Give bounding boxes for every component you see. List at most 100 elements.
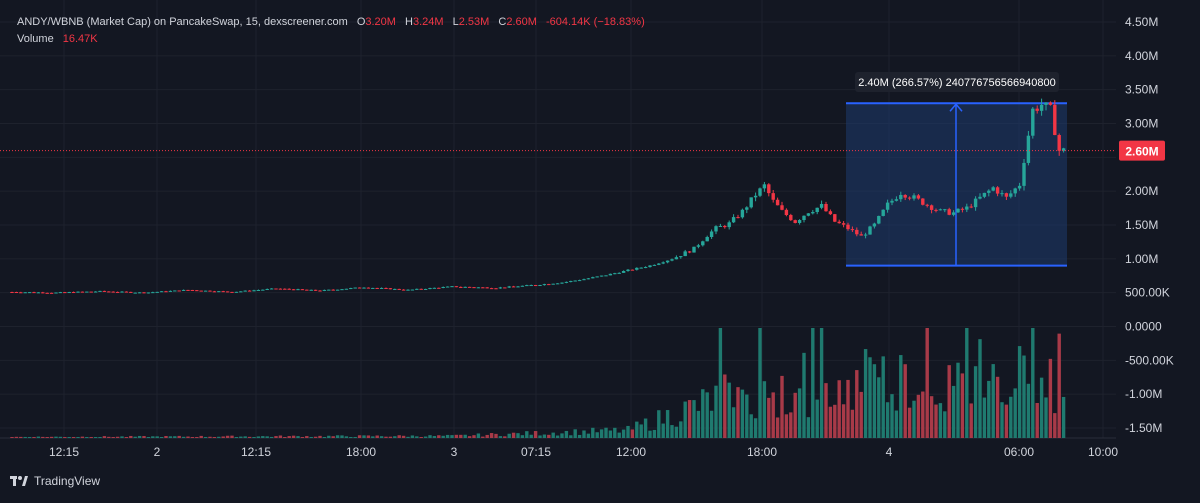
candle-body (921, 198, 925, 205)
volume-bar (296, 436, 300, 438)
candle-body (789, 215, 793, 221)
candle-body (819, 204, 824, 208)
candle-body (142, 292, 146, 294)
volume-bar (657, 410, 661, 438)
volume-bar (375, 435, 379, 438)
candle-body (283, 288, 287, 290)
candle-body (855, 229, 859, 235)
time-tick-label: 12:15 (241, 445, 271, 459)
volume-bar (252, 437, 256, 438)
volume-bar (516, 433, 520, 438)
candle-body (714, 226, 718, 232)
volume-bar (283, 437, 287, 438)
time-axis[interactable]: 12:15 2 12:15 18:00 3 07:15 12:00 18:00 4 06:00 10… (49, 445, 1118, 459)
volume-bar (133, 436, 137, 438)
volume-bar (507, 433, 511, 438)
candle-body (393, 288, 397, 290)
volume-bar (199, 435, 203, 438)
volume-bar (863, 349, 868, 438)
volume-bar (454, 434, 459, 438)
volume-bar (362, 435, 366, 438)
current-price-pill (1119, 140, 1165, 161)
volume-bar (239, 436, 243, 438)
candle-body (309, 289, 313, 291)
candle-body (1061, 148, 1066, 151)
volume-bar (938, 403, 943, 438)
volume-bar (212, 437, 217, 438)
candle-body (375, 287, 379, 289)
close-key: C (498, 16, 507, 28)
volume-bar (1013, 388, 1017, 438)
volume-bar (775, 417, 780, 438)
volume-bar (450, 435, 454, 438)
candle-body (498, 287, 503, 289)
volume-bar (503, 436, 507, 438)
volume-bar (155, 436, 159, 438)
candle-body (406, 289, 410, 291)
volume-bar (221, 436, 225, 438)
candle-body (938, 209, 943, 211)
candle-body (591, 277, 595, 279)
volume-bar (819, 328, 824, 438)
volume-bar (960, 373, 965, 438)
volume-bar (300, 437, 305, 438)
candle-body (247, 290, 252, 292)
candle-body (384, 287, 388, 289)
candle-body (269, 288, 274, 290)
time-tick-label: 18:00 (747, 445, 777, 459)
candle-body (1031, 108, 1035, 136)
tradingview-brand[interactable]: TradingView (10, 474, 100, 488)
candle-body (885, 202, 890, 210)
candle-body (459, 286, 463, 288)
candle-body (978, 196, 982, 199)
volume-bar (410, 435, 415, 438)
open-value: 3.20M (365, 16, 396, 28)
candle-body (450, 286, 454, 288)
candle-body (379, 287, 384, 289)
candle-body (863, 234, 868, 236)
volume-bar (1017, 346, 1022, 438)
volume-bar (828, 406, 833, 438)
volume-bar (327, 435, 331, 438)
candle-body (793, 220, 797, 223)
candle-body (437, 287, 441, 289)
candle-body (630, 269, 635, 271)
candle-body (1048, 102, 1053, 105)
volume-bar (247, 436, 252, 438)
symbol-title[interactable]: ANDY/WBNB (Market Cap) on PancakeSwap, 1… (17, 16, 348, 28)
candle-body (67, 292, 71, 294)
candle-body (476, 287, 481, 289)
volume-bar (701, 389, 705, 438)
candle-body (749, 197, 753, 208)
high-value: 3.24M (412, 16, 444, 28)
candle-body (569, 280, 573, 282)
volume-bar (538, 435, 542, 438)
candle-body (155, 291, 159, 293)
measure-tool[interactable]: 2.40M (266.57%) 240776756566940800 (846, 72, 1067, 267)
volume-bar (340, 435, 344, 438)
volume-bar (705, 392, 709, 438)
volume-label[interactable]: Volume (17, 33, 54, 45)
volume-bar (797, 388, 802, 438)
volume-bar (709, 410, 714, 438)
candle-body (679, 256, 683, 258)
candle-body (71, 292, 76, 294)
volume-bar (859, 391, 863, 438)
volume-bar (313, 436, 318, 438)
volume-bar (353, 436, 357, 438)
candle-body (982, 192, 987, 197)
volume-bar (1044, 397, 1048, 438)
candle-body (538, 285, 542, 287)
volume-bar (1022, 355, 1026, 438)
volume-bar (564, 430, 569, 438)
candle-body (1035, 108, 1039, 111)
price-axis[interactable]: 4.50M 4.00M 3.50M 3.00M 2.00M 1.50M 1.00M 500.0… (1119, 15, 1174, 435)
volume-bar (899, 355, 903, 438)
candle-body (129, 291, 133, 293)
volume-bar (397, 435, 401, 438)
volume-bar (49, 436, 54, 438)
volume-bar (32, 437, 36, 438)
candle-body (617, 272, 621, 274)
